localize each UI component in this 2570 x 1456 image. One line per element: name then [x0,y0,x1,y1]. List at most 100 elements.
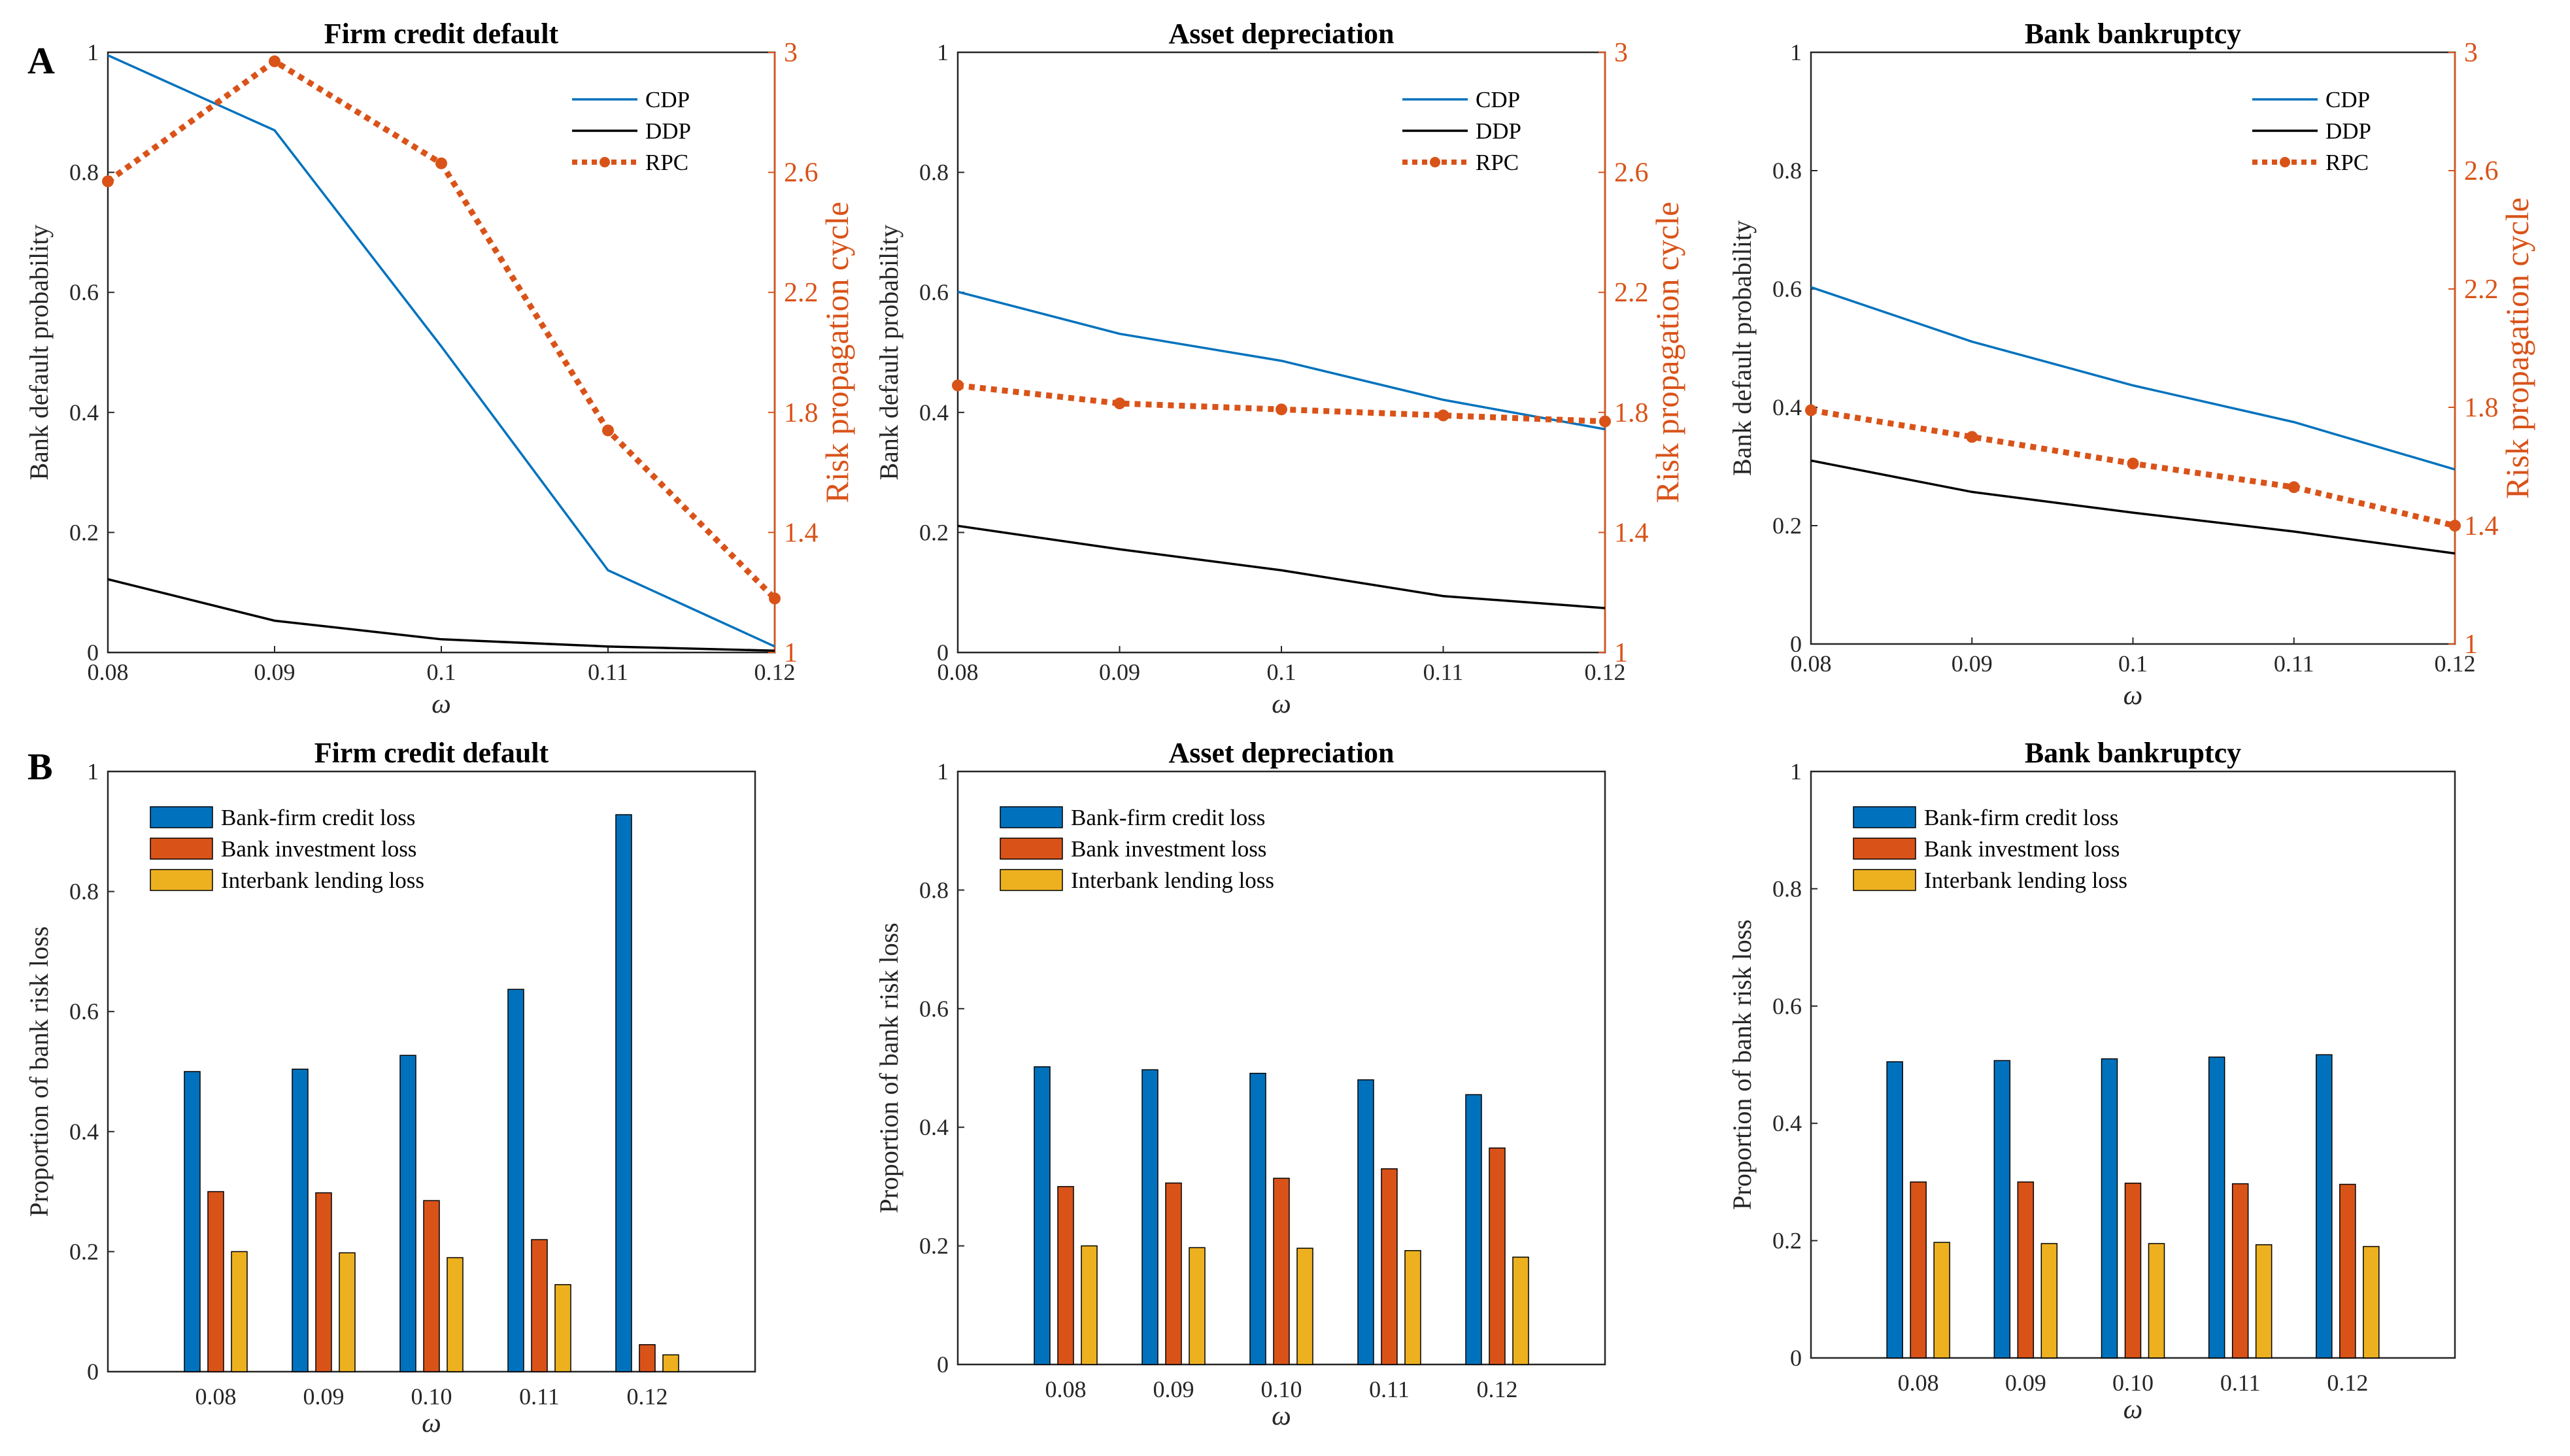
y-tick-label: 0.2 [919,519,949,545]
y-tick-label: 1 [87,39,99,65]
bar [1357,1079,1374,1365]
legend-marker [600,157,610,167]
x-tick-label: 0.12 [1585,659,1626,685]
legend-swatch [1000,869,1063,891]
bar [1381,1168,1398,1365]
bar-chart-1: Firm credit default 0 0.2 0.4 0.6 0.8 1 0.08 0.0… [24,737,756,1438]
y-tick-label: 0.2 [1772,513,1802,539]
legend-swatch [150,869,213,891]
bar [2339,1183,2356,1359]
y2-tick-label: 2.2 [2464,275,2499,305]
x-tick-label: 0.11 [1369,1376,1410,1402]
legend-swatch [1000,838,1063,860]
y2-tick-label: 3 [784,38,798,68]
x-axis-label: ω [2123,1395,2143,1425]
x-tick-label: 0.08 [88,659,129,685]
bar [662,1354,679,1372]
y-tick-label: 0.8 [1772,875,1802,902]
bar [2316,1054,2333,1359]
x-axis-label: ω [1272,1401,1291,1431]
y-tick-label: 0.4 [1772,394,1802,420]
x-tick-label: 0.09 [303,1383,345,1410]
y2-axis-label: Risk propagation cycle [819,202,855,503]
bar [1465,1094,1482,1365]
y-tick-label: 0.8 [69,879,99,905]
bar [1081,1245,1098,1365]
y-tick-label: 0 [87,1359,99,1385]
x-tick-label: 0.09 [1153,1376,1194,1402]
y-tick-label: 0.2 [69,1238,99,1264]
y2-axis-label: Risk propagation cycle [2499,197,2535,499]
bar [315,1192,332,1372]
bar [1273,1177,1290,1365]
y-tick-label: 0.6 [69,998,99,1024]
bar [423,1200,440,1372]
legend-label: Bank investment loss [221,836,416,862]
chart-title: Firm credit default [314,737,549,769]
rpc-marker [1966,431,1978,443]
y2-tick-label: 2.6 [2464,156,2499,186]
y-axis-label: Proportion of bank risk loss [874,923,904,1213]
bar [2231,1183,2249,1359]
series-line-ddp [1810,459,2456,555]
rpc-marker [1113,398,1126,410]
bar [2208,1057,2225,1359]
y2-tick-label: 1.8 [2464,393,2499,423]
bar [2124,1182,2142,1359]
y-tick-label: 1 [937,39,949,65]
y-tick-label: 0 [937,1351,949,1378]
x-tick-label: 0.12 [754,659,796,685]
bar [1034,1066,1051,1365]
y2-tick-label: 1.8 [1614,398,1649,428]
x-tick-label: 0.08 [938,659,979,685]
legend-label: CDP [1476,87,1520,112]
y-axis-label: Proportion of bank risk loss [24,926,54,1217]
bar [2040,1243,2058,1359]
bar [1933,1242,1950,1359]
rpc-marker [769,592,781,605]
y-tick-label: 0.8 [69,160,99,186]
x-tick-label: 0.09 [1099,659,1140,685]
x-axis-label: ω [422,1408,441,1438]
chart-title: Bank bankruptcy [2025,737,2241,769]
bar [1489,1147,1506,1365]
bar [1189,1247,1206,1365]
bar [1993,1060,2011,1359]
bar [2101,1058,2118,1359]
bar [1512,1257,1529,1365]
line-chart-2: Asset depreciation 0.08 0.09 0.1 0.11 0.12 0 0.… [874,18,1685,719]
rpc-marker [952,379,964,392]
bar [1141,1069,1158,1365]
y-tick-label: 1 [937,758,949,785]
legend-marker [1430,157,1440,167]
x-tick-label: 0.1 [1267,659,1296,685]
series-line-ddp [107,578,775,652]
bar [1910,1181,1927,1359]
y2-tick-label: 1 [1614,638,1628,668]
bar-chart-3: Bank bankruptcy 0 0.2 0.4 0.6 0.8 1 0.08 0.09 0.1… [1727,737,2456,1425]
y-axis-label: Bank default probability [874,224,904,480]
bar [184,1071,201,1372]
x-axis-label: ω [1272,689,1291,719]
y-tick-label: 0 [87,639,99,666]
legend-label: Bank investment loss [1071,836,1266,862]
x-tick-label: 0.10 [411,1383,452,1410]
x-tick-label: 0.08 [1898,1370,1939,1396]
y-tick-label: 0.2 [919,1233,949,1259]
x-tick-label: 0.09 [1952,651,1993,677]
legend-label: Interbank lending loss [1071,868,1274,893]
x-tick-label: 0.09 [2005,1370,2046,1396]
x-tick-label: 0.08 [1045,1376,1087,1402]
chart-title: Asset depreciation [1168,737,1394,769]
legend-label: CDP [2325,87,2370,112]
x-axis-label: ω [2123,681,2143,711]
y-tick-label: 0.4 [919,399,949,426]
panel-label-b: B [27,745,53,788]
bar [399,1055,416,1372]
y-tick-label: 0.6 [1772,993,1802,1019]
bar [639,1344,656,1372]
bar [207,1191,224,1372]
legend-label: Interbank lending loss [221,868,424,893]
y-tick-label: 0.6 [69,279,99,305]
